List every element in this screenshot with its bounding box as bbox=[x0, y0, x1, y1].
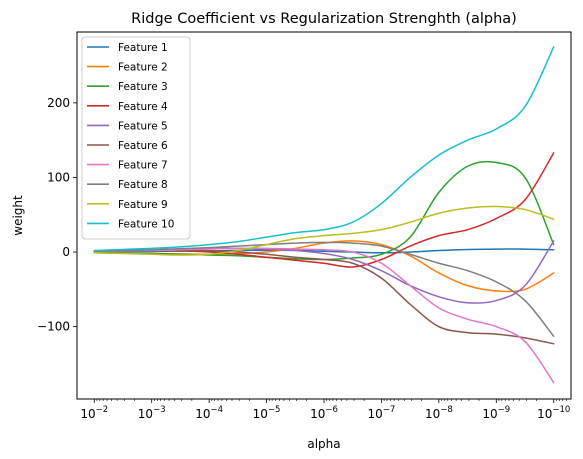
legend-label: Feature 2 bbox=[118, 62, 168, 74]
x-tick-label: 10−3 bbox=[138, 405, 166, 421]
x-tick-label: 10−10 bbox=[537, 405, 570, 421]
y-tick-label: −100 bbox=[37, 320, 70, 334]
series-line-feature-10 bbox=[93, 46, 555, 252]
legend-label: Feature 1 bbox=[118, 42, 168, 54]
x-tick-label: 10−9 bbox=[482, 405, 510, 421]
series-line-feature-7 bbox=[93, 247, 555, 384]
x-tick-label: 10−4 bbox=[195, 405, 223, 421]
x-axis: 10−2 10−3 10−4 10−5 10−6 10−7 10−8 10−9 10−10 bbox=[80, 399, 570, 421]
legend-label: Feature 10 bbox=[118, 218, 174, 230]
x-tick-label: 10−8 bbox=[425, 405, 453, 421]
series-line-feature-6 bbox=[93, 249, 555, 345]
x-tick-label: 10−6 bbox=[310, 405, 338, 421]
y-axis-label: weight bbox=[11, 195, 25, 236]
legend: Feature 1 Feature 2 Feature 3 Feature 4 Feat… bbox=[81, 36, 191, 240]
legend-label: Feature 3 bbox=[118, 81, 168, 93]
legend-label: Feature 4 bbox=[118, 101, 168, 113]
chart-title: Ridge Coefficient vs Regularization Stre… bbox=[131, 11, 517, 27]
plot-area bbox=[93, 46, 555, 384]
x-tick-label: 10−5 bbox=[253, 405, 281, 421]
legend-label: Feature 6 bbox=[118, 140, 168, 152]
series-line-feature-9 bbox=[93, 205, 555, 256]
x-tick-label: 10−7 bbox=[368, 405, 396, 421]
y-tick-label: 200 bbox=[47, 96, 70, 110]
x-tick-label: 10−2 bbox=[80, 405, 108, 421]
legend-label: Feature 7 bbox=[118, 160, 168, 172]
legend-frame bbox=[81, 36, 191, 240]
y-axis: −100 0 100 200 bbox=[37, 96, 77, 334]
y-tick-label: 0 bbox=[62, 245, 70, 259]
legend-label: Feature 9 bbox=[118, 199, 168, 211]
x-axis-label: alpha bbox=[307, 437, 340, 451]
y-tick-label: 100 bbox=[47, 170, 70, 184]
series-line-feature-8 bbox=[93, 241, 555, 338]
legend-label: Feature 5 bbox=[118, 120, 168, 132]
legend-label: Feature 8 bbox=[118, 179, 168, 191]
